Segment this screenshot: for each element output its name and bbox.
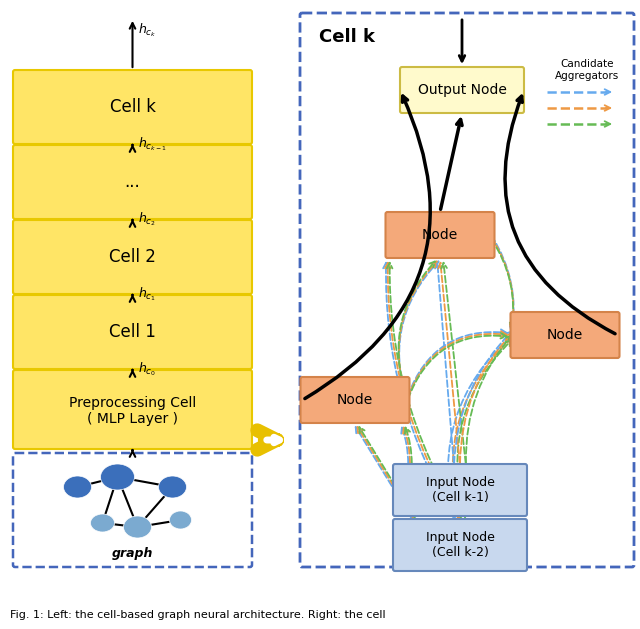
- Text: Node: Node: [422, 228, 458, 242]
- FancyBboxPatch shape: [13, 370, 252, 449]
- FancyBboxPatch shape: [511, 312, 620, 358]
- Text: Cell 1: Cell 1: [109, 323, 156, 341]
- Text: $h_{c_0}$: $h_{c_0}$: [138, 360, 156, 378]
- FancyBboxPatch shape: [400, 67, 524, 113]
- FancyBboxPatch shape: [385, 212, 495, 258]
- Text: Input Node
(Cell k-2): Input Node (Cell k-2): [426, 531, 495, 559]
- Text: Output Node: Output Node: [417, 83, 506, 97]
- FancyBboxPatch shape: [393, 519, 527, 571]
- Ellipse shape: [63, 476, 92, 498]
- Text: Cell k: Cell k: [319, 28, 375, 46]
- Text: Cell 2: Cell 2: [109, 248, 156, 266]
- Text: Input Node
(Cell k-1): Input Node (Cell k-1): [426, 476, 495, 504]
- FancyBboxPatch shape: [13, 70, 252, 144]
- FancyBboxPatch shape: [13, 220, 252, 294]
- Text: ...: ...: [125, 173, 140, 191]
- Text: Preprocessing Cell: Preprocessing Cell: [69, 396, 196, 409]
- Ellipse shape: [100, 464, 134, 490]
- Ellipse shape: [170, 511, 191, 529]
- FancyBboxPatch shape: [13, 145, 252, 219]
- Text: $h_{c_1}$: $h_{c_1}$: [138, 286, 156, 303]
- Text: Fig. 1: Left: the cell-based graph neural architecture. Right: the cell: Fig. 1: Left: the cell-based graph neura…: [10, 610, 386, 620]
- FancyBboxPatch shape: [13, 453, 252, 567]
- FancyBboxPatch shape: [300, 13, 634, 567]
- Text: $h_{c_{k-1}}$: $h_{c_{k-1}}$: [138, 136, 166, 153]
- Text: $h_{c_k}$: $h_{c_k}$: [138, 21, 156, 39]
- Text: Node: Node: [337, 393, 373, 407]
- FancyBboxPatch shape: [393, 464, 527, 516]
- FancyBboxPatch shape: [301, 377, 410, 423]
- Text: Node: Node: [547, 328, 583, 342]
- Text: Candidate
Aggregators: Candidate Aggregators: [555, 59, 619, 81]
- Text: $h_{c_2}$: $h_{c_2}$: [138, 211, 156, 228]
- Text: graph: graph: [112, 547, 153, 560]
- FancyBboxPatch shape: [13, 295, 252, 369]
- Text: ( MLP Layer ): ( MLP Layer ): [87, 413, 178, 426]
- Ellipse shape: [124, 516, 152, 538]
- Ellipse shape: [90, 514, 115, 532]
- Text: Cell k: Cell k: [109, 98, 156, 116]
- Ellipse shape: [159, 476, 186, 498]
